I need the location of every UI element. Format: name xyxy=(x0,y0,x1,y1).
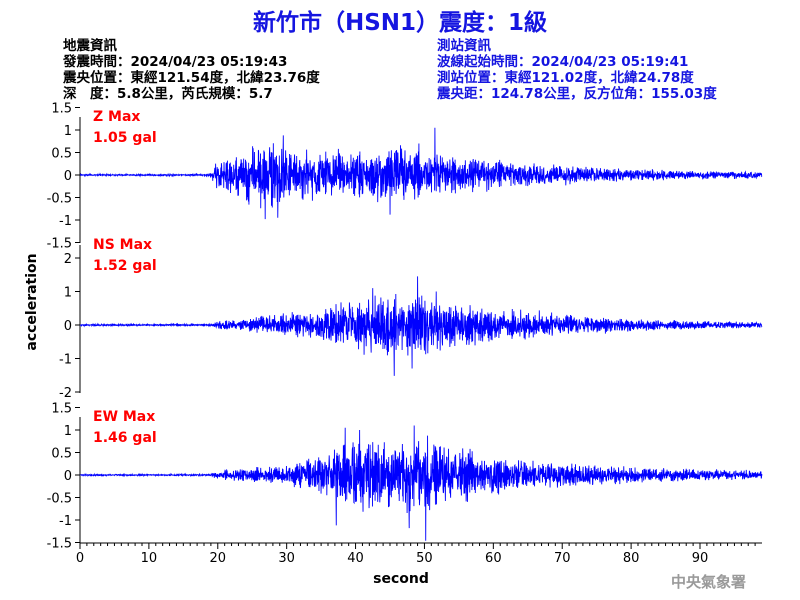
x-tick-label: 20 xyxy=(210,551,227,566)
x-tick-label: 50 xyxy=(416,551,433,566)
waveform-ns xyxy=(79,276,763,376)
y-tick-label-ns: 2 xyxy=(64,252,72,267)
y-tick-label-z: -1.5 xyxy=(47,237,72,252)
max-label-ns: NS Max xyxy=(93,237,152,253)
agency-name: 中央氣象署 xyxy=(670,573,746,591)
y-tick-label-ns: -2 xyxy=(59,386,72,401)
x-tick-label: 30 xyxy=(278,551,295,566)
y-tick-label-ew: -0.5 xyxy=(47,492,72,507)
y-tick-label-ew: 1.5 xyxy=(51,402,72,417)
y-tick-label-ew: 1 xyxy=(64,424,72,439)
x-tick-label: 60 xyxy=(485,551,502,566)
max-value-ew: 1.46 gal xyxy=(93,430,157,446)
x-tick-label: 40 xyxy=(347,551,364,566)
y-tick-label-ew: -1 xyxy=(59,514,72,529)
station-info-heading: 測站資訊 xyxy=(437,38,491,54)
x-tick-label: 80 xyxy=(623,551,640,566)
y-tick-label-z: 1.5 xyxy=(51,102,72,117)
waveform-ew xyxy=(79,425,763,541)
quake-info-heading: 地震資訊 xyxy=(63,38,117,54)
x-tick-label: 90 xyxy=(692,551,709,566)
origin-time: 發震時間：2024/04/23 05:19:43 xyxy=(63,54,288,70)
wave-start-time: 波線起始時間：2024/04/23 05:19:41 xyxy=(437,54,689,70)
y-tick-label-z: -1 xyxy=(59,214,72,229)
max-label-ew: EW Max xyxy=(93,409,155,425)
y-tick-label-z: -0.5 xyxy=(47,192,72,207)
page-title: 新竹市（HSN1）震度：1級 xyxy=(252,10,548,36)
x-axis-label: second xyxy=(373,571,429,587)
y-tick-label-ew: 0.5 xyxy=(51,447,72,462)
x-tick-label: 0 xyxy=(76,551,84,566)
x-tick-label: 10 xyxy=(141,551,158,566)
epicentral-distance: 震央距：124.78公里，反方位角：155.03度 xyxy=(437,86,717,102)
y-axis-label: acceleration xyxy=(24,253,40,351)
depth-magnitude: 深 度：5.8公里，芮氏規模：5.7 xyxy=(63,86,273,102)
max-value-z: 1.05 gal xyxy=(93,130,157,146)
y-tick-label-z: 0 xyxy=(64,169,72,184)
max-value-ns: 1.52 gal xyxy=(93,258,157,274)
max-label-z: Z Max xyxy=(93,109,140,125)
y-tick-label-ew: 0 xyxy=(64,469,72,484)
y-tick-label-z: 1 xyxy=(64,124,72,139)
x-tick-label: 70 xyxy=(554,551,571,566)
y-tick-label-ns: -1 xyxy=(59,353,72,368)
y-tick-label-ns: 1 xyxy=(64,286,72,301)
epicenter-location: 震央位置：東經121.54度，北緯23.76度 xyxy=(63,70,320,86)
station-location: 測站位置：東經121.02度，北緯24.78度 xyxy=(437,70,694,86)
y-tick-label-z: 0.5 xyxy=(51,147,72,162)
waveform-z xyxy=(79,127,763,220)
y-tick-label-ew: -1.5 xyxy=(47,537,72,552)
y-tick-label-ns: 0 xyxy=(64,319,72,334)
